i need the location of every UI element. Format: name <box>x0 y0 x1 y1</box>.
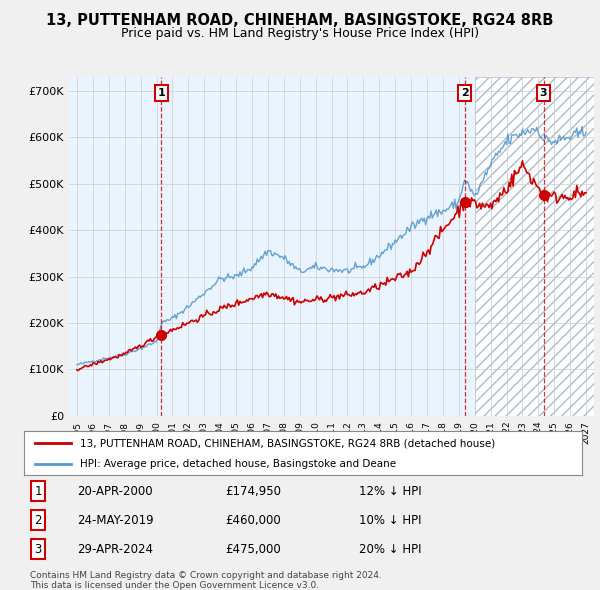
Text: HPI: Average price, detached house, Basingstoke and Deane: HPI: Average price, detached house, Basi… <box>80 459 396 469</box>
Text: 2: 2 <box>34 514 42 527</box>
Text: Contains HM Land Registry data © Crown copyright and database right 2024.: Contains HM Land Registry data © Crown c… <box>30 571 382 580</box>
Text: £174,950: £174,950 <box>225 484 281 497</box>
Bar <box>475 77 594 416</box>
Text: 1: 1 <box>157 88 165 98</box>
Text: This data is licensed under the Open Government Licence v3.0.: This data is licensed under the Open Gov… <box>30 581 319 589</box>
Text: 3: 3 <box>540 88 547 98</box>
Bar <box>69 77 475 416</box>
Text: Price paid vs. HM Land Registry's House Price Index (HPI): Price paid vs. HM Land Registry's House … <box>121 27 479 40</box>
Text: £475,000: £475,000 <box>225 543 281 556</box>
Text: 20-APR-2000: 20-APR-2000 <box>77 484 152 497</box>
Text: 1: 1 <box>34 484 42 497</box>
Text: 13, PUTTENHAM ROAD, CHINEHAM, BASINGSTOKE, RG24 8RB: 13, PUTTENHAM ROAD, CHINEHAM, BASINGSTOK… <box>46 13 554 28</box>
Text: 20% ↓ HPI: 20% ↓ HPI <box>359 543 421 556</box>
Text: £460,000: £460,000 <box>225 514 281 527</box>
Text: 29-APR-2024: 29-APR-2024 <box>77 543 153 556</box>
Text: 10% ↓ HPI: 10% ↓ HPI <box>359 514 421 527</box>
Text: 13, PUTTENHAM ROAD, CHINEHAM, BASINGSTOKE, RG24 8RB (detached house): 13, PUTTENHAM ROAD, CHINEHAM, BASINGSTOK… <box>80 438 495 448</box>
Text: 2: 2 <box>461 88 469 98</box>
Text: 24-MAY-2019: 24-MAY-2019 <box>77 514 154 527</box>
Bar <box>475 77 594 416</box>
Text: 12% ↓ HPI: 12% ↓ HPI <box>359 484 421 497</box>
Text: 3: 3 <box>34 543 41 556</box>
